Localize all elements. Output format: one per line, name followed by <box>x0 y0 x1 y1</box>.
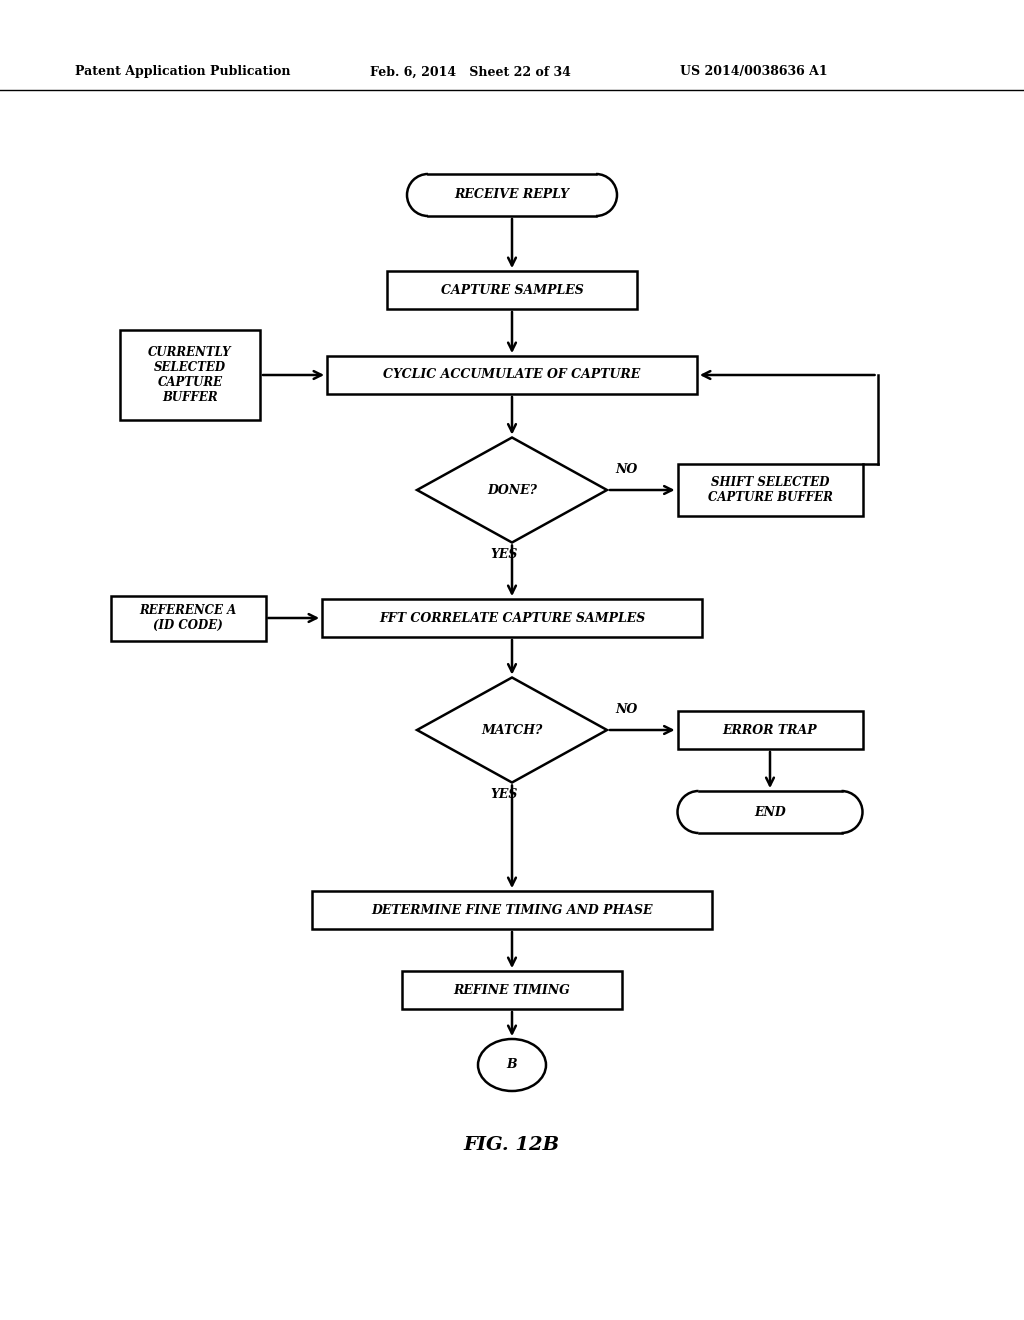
Bar <box>312 891 712 929</box>
Circle shape <box>820 791 862 833</box>
Text: NO: NO <box>615 463 637 477</box>
Text: CYCLIC ACCUMULATE OF CAPTURE: CYCLIC ACCUMULATE OF CAPTURE <box>383 368 641 381</box>
Text: NO: NO <box>615 704 637 715</box>
Circle shape <box>407 174 449 216</box>
Bar <box>698 791 842 833</box>
Bar <box>678 465 862 516</box>
Text: CURRENTLY
SELECTED
CAPTURE
BUFFER: CURRENTLY SELECTED CAPTURE BUFFER <box>148 346 231 404</box>
Circle shape <box>575 174 617 216</box>
Circle shape <box>678 791 720 833</box>
Text: US 2014/0038636 A1: US 2014/0038636 A1 <box>680 66 827 78</box>
Bar <box>387 271 637 309</box>
Bar <box>322 599 702 638</box>
Text: Patent Application Publication: Patent Application Publication <box>75 66 291 78</box>
Text: REFERENCE A
(ID CODE): REFERENCE A (ID CODE) <box>139 605 237 632</box>
Text: REFINE TIMING: REFINE TIMING <box>454 983 570 997</box>
Bar <box>111 595 265 640</box>
Text: CAPTURE SAMPLES: CAPTURE SAMPLES <box>440 284 584 297</box>
Text: ERROR TRAP: ERROR TRAP <box>723 723 817 737</box>
Text: DETERMINE FINE TIMING AND PHASE: DETERMINE FINE TIMING AND PHASE <box>372 903 652 916</box>
Text: END: END <box>754 805 785 818</box>
Text: FFT CORRELATE CAPTURE SAMPLES: FFT CORRELATE CAPTURE SAMPLES <box>379 611 645 624</box>
Bar <box>428 174 596 216</box>
Text: FIG. 12B: FIG. 12B <box>464 1137 560 1154</box>
Polygon shape <box>417 677 607 783</box>
Polygon shape <box>417 437 607 543</box>
Text: RECEIVE REPLY: RECEIVE REPLY <box>455 189 569 202</box>
Text: Feb. 6, 2014   Sheet 22 of 34: Feb. 6, 2014 Sheet 22 of 34 <box>370 66 570 78</box>
Bar <box>327 356 697 393</box>
Text: MATCH?: MATCH? <box>481 723 543 737</box>
Bar <box>678 711 862 748</box>
Text: SHIFT SELECTED
CAPTURE BUFFER: SHIFT SELECTED CAPTURE BUFFER <box>708 477 833 504</box>
Text: YES: YES <box>490 548 518 561</box>
Text: B: B <box>507 1059 517 1072</box>
Bar <box>402 972 622 1008</box>
Ellipse shape <box>478 1039 546 1092</box>
Text: DONE?: DONE? <box>487 483 537 496</box>
Text: YES: YES <box>490 788 518 800</box>
Bar <box>120 330 260 420</box>
